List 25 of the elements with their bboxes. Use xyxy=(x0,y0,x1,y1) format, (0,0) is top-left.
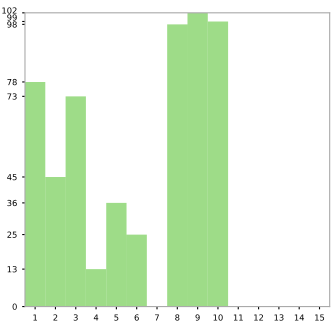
x-tick-label: 14 xyxy=(294,314,304,321)
y-tick-label: 25 xyxy=(7,232,17,238)
x-tick-label: 1 xyxy=(33,314,38,321)
y-tick-label: 73 xyxy=(7,93,17,100)
y-tick-label: 0 xyxy=(12,304,17,310)
y-tick-label: 98 xyxy=(7,21,17,28)
y-tick-label: 13 xyxy=(8,266,17,272)
x-tick-label: 10 xyxy=(214,314,223,321)
x-tick-label: 15 xyxy=(315,314,324,321)
x-tick-label: 12 xyxy=(254,314,264,321)
x-tick-label: 2 xyxy=(53,314,58,321)
x-tick-label: 13 xyxy=(274,314,284,321)
x-tick-label: 7 xyxy=(155,314,159,321)
x-tick-label: 4 xyxy=(94,314,98,321)
y-tick-label: 78 xyxy=(7,78,17,86)
y-tick-label: 99 xyxy=(7,14,17,21)
x-tick-label: 5 xyxy=(114,314,118,321)
y-tick-label: 36 xyxy=(7,200,17,206)
x-tick-label: 3 xyxy=(74,314,78,321)
x-tick-label: 8 xyxy=(175,314,180,321)
y-tick-label: 45 xyxy=(7,174,17,180)
x-tick-label: 11 xyxy=(234,314,243,321)
x-tick-label: 9 xyxy=(196,314,200,321)
y-tick-label: 102 xyxy=(2,7,16,14)
x-tick-label: 6 xyxy=(134,314,139,321)
